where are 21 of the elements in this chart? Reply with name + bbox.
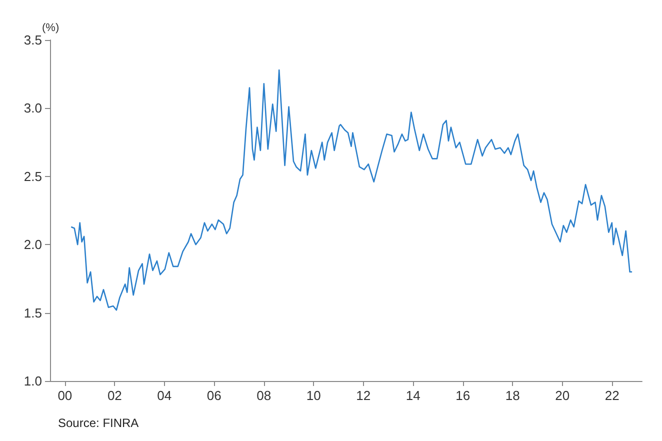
x-tick-label: 12 (356, 388, 371, 403)
x-tick-label: 14 (406, 388, 420, 403)
x-tick-label: 20 (555, 388, 570, 403)
x-tick-label: 04 (157, 388, 172, 403)
y-tick-label: 2.5 (24, 168, 42, 184)
x-tick-label: 18 (505, 388, 520, 403)
x-tick-label: 22 (604, 388, 620, 403)
x-tick-label: 10 (306, 388, 321, 403)
x-tick-label: 02 (107, 388, 122, 403)
y-axis-title: (%) (42, 22, 60, 34)
y-tick-label: 2.0 (24, 237, 42, 252)
y-tick-label: 1.5 (24, 305, 42, 320)
source-note: Source: FINRA (58, 416, 139, 430)
x-tick-label: 06 (206, 388, 222, 403)
x-tick-label: 08 (256, 388, 272, 403)
y-tick-label: 3.0 (24, 100, 42, 116)
y-tick-label: 3.5 (24, 32, 42, 48)
y-tick-label: 1.0 (24, 374, 42, 388)
line-series (70, 69, 633, 311)
x-tick-label: 16 (456, 388, 470, 403)
x-tick-label: 00 (58, 388, 72, 403)
